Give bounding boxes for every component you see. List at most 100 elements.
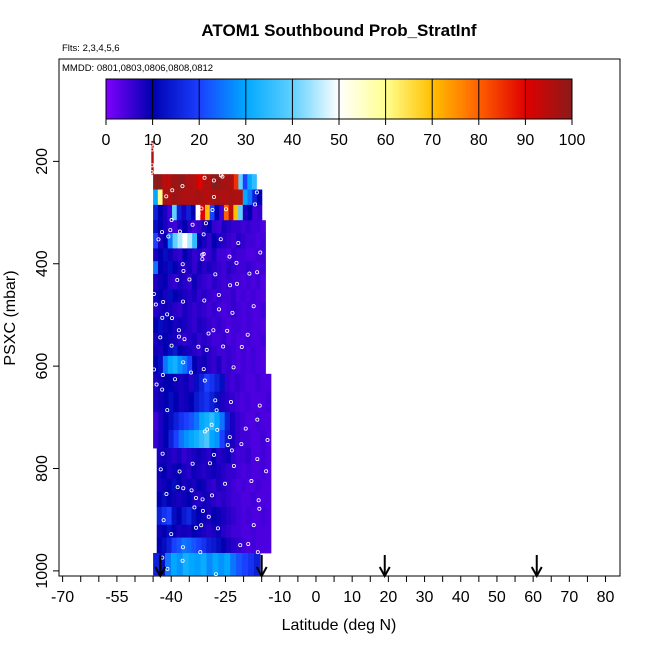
sample-marker (255, 270, 260, 275)
heatmap-cell (206, 289, 213, 303)
heatmap-cell (223, 204, 230, 221)
heatmap-cell (236, 552, 243, 576)
heatmap-cell (156, 506, 163, 526)
heatmap-cell (231, 524, 237, 539)
heatmap-cell (176, 448, 183, 464)
heatmap-cell (172, 289, 179, 303)
heatmap-cell (204, 373, 210, 393)
heatmap-cell (240, 261, 247, 275)
heatmap-cell (206, 220, 213, 234)
heatmap-cell (245, 463, 252, 480)
sample-marker (189, 488, 194, 493)
heatmap-cell (177, 302, 183, 318)
heatmap-cell (245, 220, 252, 234)
heatmap-cell (183, 412, 190, 431)
heatmap-cell (206, 355, 213, 375)
heatmap-cell (236, 317, 242, 334)
heatmap-cell (216, 463, 222, 480)
heatmap-cell (240, 448, 247, 464)
heatmap-cell (260, 355, 266, 375)
heatmap-cell (153, 552, 160, 576)
sample-marker (201, 252, 206, 257)
sample-marker (188, 370, 193, 375)
sample-marker (253, 202, 258, 207)
sample-marker (209, 493, 214, 498)
heatmap-cell (226, 302, 232, 318)
heatmap-cell (211, 448, 217, 464)
heatmap-cell (201, 355, 208, 375)
sample-marker (160, 315, 165, 320)
heatmap-cell (201, 302, 208, 318)
heatmap-cell (224, 430, 231, 449)
heatmap-cell (211, 355, 218, 375)
heatmap-cell (240, 373, 246, 393)
heatmap-cell (163, 430, 170, 449)
heatmap-cell (171, 491, 178, 508)
heatmap-cell (214, 391, 221, 413)
heatmap-cell (265, 448, 272, 464)
heatmap-cell (157, 261, 164, 275)
heatmap-cell (171, 537, 178, 554)
sample-marker (152, 367, 157, 372)
sample-marker (150, 147, 155, 152)
heatmap-cell (153, 345, 159, 357)
sample-marker (194, 525, 199, 530)
heatmap-cell (173, 391, 180, 413)
heatmap-cell (182, 273, 188, 290)
heatmap-cell (260, 289, 266, 303)
heatmap-cell (201, 317, 208, 334)
heatmap-cell (182, 248, 188, 262)
heatmap-cell (191, 524, 197, 539)
sample-marker (258, 250, 263, 255)
heatmap-cell (159, 552, 166, 576)
heatmap-cell (192, 233, 198, 249)
heatmap-cell (250, 302, 257, 318)
heatmap-cell (157, 302, 164, 318)
heatmap-cell (195, 189, 201, 206)
heatmap-cell (226, 220, 232, 234)
sample-marker (200, 508, 205, 513)
sample-marker (160, 373, 165, 378)
heatmap-cell (245, 302, 252, 318)
heatmap-cell (161, 478, 168, 492)
heatmap-cell (177, 317, 183, 334)
heatmap-cell (265, 463, 272, 480)
sample-marker (257, 403, 262, 408)
sample-marker (211, 452, 216, 457)
heatmap-cell (157, 204, 164, 221)
heatmap-cell (231, 220, 237, 234)
heatmap-cell (192, 355, 198, 375)
heatmap-cell (156, 537, 163, 554)
heatmap-cell (172, 261, 179, 275)
heatmap-cell (236, 302, 242, 318)
heatmap-cell (226, 537, 232, 554)
heatmap-cell (250, 506, 257, 526)
heatmap-cell (162, 273, 169, 290)
heatmap-cell (176, 537, 183, 554)
heatmap-cell (177, 289, 183, 303)
heatmap-cell (245, 412, 251, 431)
heatmap-cell (156, 524, 163, 539)
heatmap-cell (260, 220, 266, 234)
heatmap-cell (224, 412, 231, 431)
heatmap-cell (158, 373, 164, 393)
heatmap-cell (193, 174, 199, 190)
heatmap-cell (216, 248, 222, 262)
heatmap-cell (157, 273, 164, 290)
heatmap-cell (197, 355, 203, 375)
heatmap-cell (206, 537, 212, 554)
heatmap-cell (194, 430, 200, 449)
heatmap-cell (211, 537, 217, 554)
heatmap-cell (209, 430, 216, 449)
heatmap-cell (157, 189, 164, 206)
heatmap-cell (191, 478, 197, 492)
heatmap-cell (260, 248, 266, 262)
heatmap-cell (196, 491, 202, 508)
heatmap-cell (250, 478, 257, 492)
heatmap-cell (240, 412, 246, 431)
heatmap-cell (167, 261, 174, 275)
heatmap-cell (158, 430, 164, 449)
heatmap-cell (214, 412, 221, 431)
heatmap-cell (199, 391, 205, 413)
heatmap-cell (167, 289, 174, 303)
